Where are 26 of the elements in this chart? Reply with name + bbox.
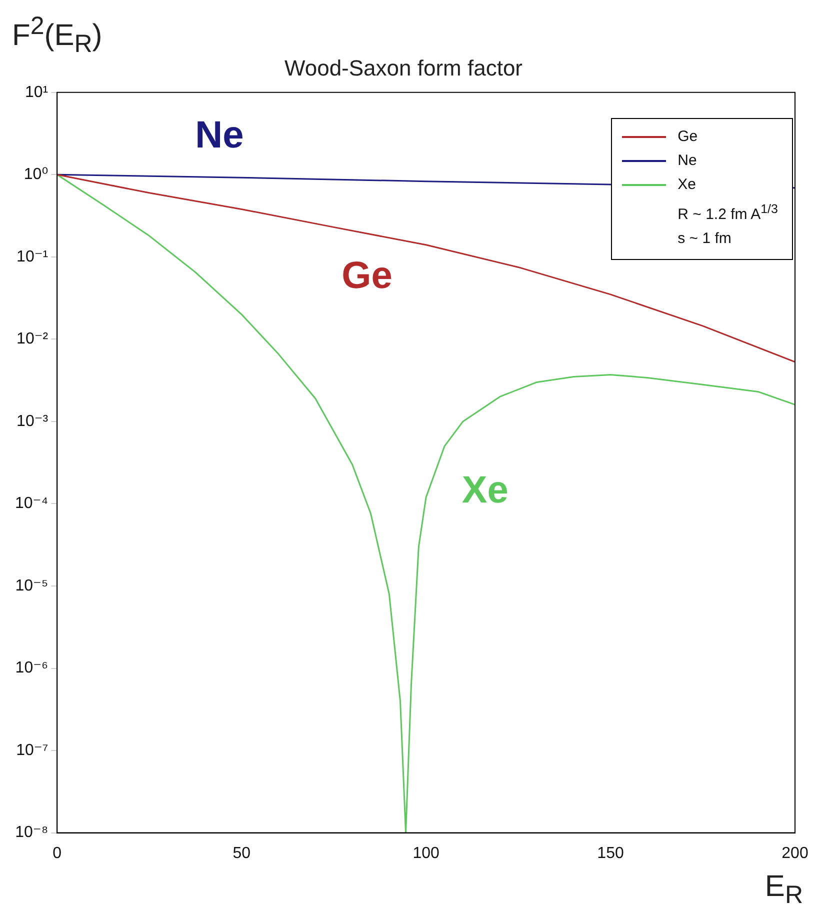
text: Xe <box>462 470 508 512</box>
y-axis-title: F$^{2}$(E$_{R}$) <box>12 12 102 59</box>
x-tick-label: 50 <box>232 844 251 862</box>
y-tick-label: 10⁻⁶ <box>15 660 48 677</box>
y-tick-label: 10⁻⁸ <box>15 824 48 842</box>
annotation: R ~ 1.2 fm A$^{1/3}$ <box>678 201 778 225</box>
y-tick-label: 10⁻⁵ <box>15 577 48 594</box>
legend-label: Ge <box>678 127 698 147</box>
chart-title: Wood-Saxon form factor <box>284 55 523 80</box>
y-tick-label: 10¹ <box>24 84 48 101</box>
y-tick-label: 10⁻² <box>16 330 49 348</box>
legend-label: Xe <box>678 175 696 195</box>
y-tick-label: 10⁻³ <box>16 412 49 430</box>
y-tick-label: 10⁻¹ <box>16 248 48 266</box>
x-tick-label: 100 <box>412 844 440 862</box>
x-axis-title: E$_{R}$ <box>764 870 803 910</box>
text: Ge <box>342 254 392 297</box>
x-tick-label: 150 <box>597 844 624 862</box>
x-tick-label: 200 <box>782 844 808 862</box>
y-tick-label: 10⁻⁷ <box>16 742 48 759</box>
legend-label: Ne <box>678 151 697 171</box>
x-tick-label: 0 <box>52 844 62 862</box>
y-tick-label: 10⁰ <box>24 166 48 184</box>
y-tick-label: 10⁻⁴ <box>14 495 48 512</box>
text: Ne <box>195 114 244 156</box>
annotation: s ~ 1 fm <box>678 229 732 249</box>
